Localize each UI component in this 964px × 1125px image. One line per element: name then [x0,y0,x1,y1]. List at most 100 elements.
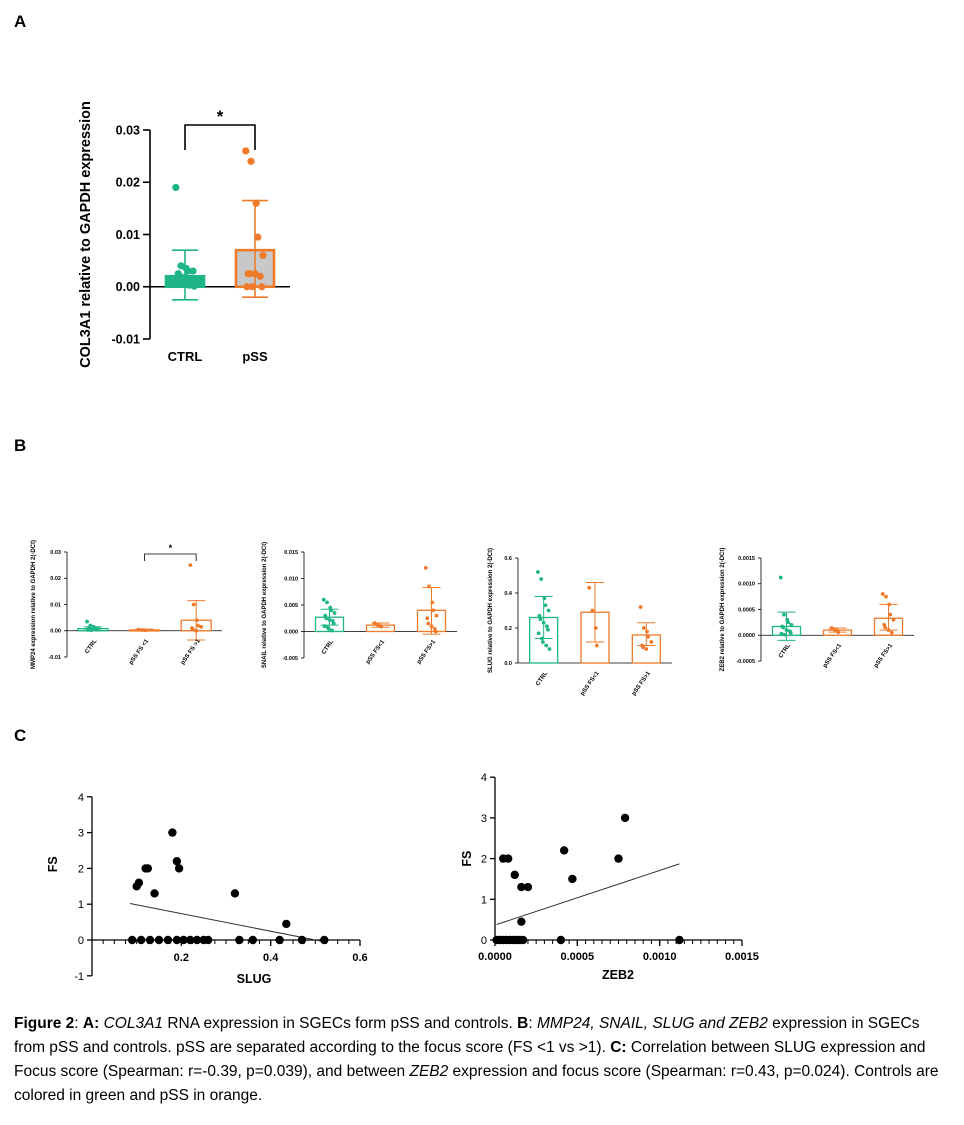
y-tick-label: 0.01 [50,602,61,608]
data-point [518,935,528,945]
data-point [536,570,540,574]
y-tick-label: 0.0 [504,661,512,667]
caption-text: RNA expression in SGECs form pSS and con… [163,1015,518,1032]
y-axis-label: FS [460,851,474,867]
data-point [427,584,431,589]
data-point [275,935,284,945]
data-point [510,870,519,880]
y-tick-label: -0.01 [112,332,141,346]
y-tick-label: -1 [74,971,84,983]
data-point [544,643,549,648]
y-axis-label: COL3A1 relative to GAPDH expression [78,101,94,368]
data-point [136,627,141,632]
caption-genes-b: MMP24, SNAIL, SLUG and ZEB2 [536,1015,768,1032]
caption-panel-c-label: C: [610,1039,627,1056]
data-point [590,608,595,613]
y-tick-label: 0 [78,935,84,947]
data-point [423,566,428,570]
data-point [433,629,438,634]
data-point [536,631,541,636]
panel-label-a: A [14,12,27,31]
data-point [376,623,380,628]
data-point [242,147,250,155]
data-point [85,628,90,632]
y-tick-label: 0.0005 [738,607,755,613]
y-tick-label: 0.00 [116,280,140,294]
panel-label-b: B [14,436,27,455]
data-point [134,878,144,887]
y-tick-label: 4 [78,792,84,804]
y-tick-label: 4 [481,772,487,784]
data-point [143,864,153,873]
regression-line [496,863,680,926]
data-point [188,563,193,568]
data-point [833,628,837,632]
data-point [89,628,93,633]
data-point [331,621,336,626]
data-point [649,640,654,644]
data-point [168,828,177,837]
data-point [258,283,266,291]
y-tick-label: 0.02 [116,176,140,190]
y-tick-label: -0.01 [48,655,61,661]
data-point [782,612,786,617]
data-point [191,627,195,632]
data-point [154,935,164,945]
data-point [547,647,552,651]
y-tick-label: 0 [481,935,487,947]
y-tick-label: 0.00 [50,629,61,635]
data-point [593,626,598,630]
x-tick-label: CTRL [84,638,98,655]
data-point [256,272,264,280]
data-point [230,889,240,898]
data-point [545,624,549,629]
caption-panel-a-label: A: [82,1015,100,1032]
data-point [372,621,377,625]
x-tick-label: pSS [242,349,268,364]
caption-panel-b-label: B [517,1015,529,1032]
data-point [836,630,841,635]
data-point [172,183,180,192]
data-point [128,935,137,945]
data-point [196,623,200,628]
data-point [321,597,326,602]
data-point [541,620,546,625]
data-point [542,596,547,601]
data-point [190,282,198,290]
data-point [880,592,885,596]
data-point [784,628,789,632]
data-point [194,628,199,633]
data-point [786,620,791,625]
data-point [614,854,623,863]
data-point [297,935,307,945]
y-tick-label: 2 [481,854,487,866]
data-point [235,935,244,945]
data-point [887,602,892,607]
data-point [789,623,794,627]
y-tick-label: 0.0000 [738,633,755,639]
caption-gene-zeb2: ZEB2 [409,1063,449,1080]
x-tick-label: pSS FS>1 [631,670,652,697]
data-point [246,270,254,278]
panel-label-c: C [14,726,27,745]
x-tick-label: CTRL [168,349,203,364]
data-point [189,267,197,275]
data-point [95,627,99,632]
figure-caption: Figure 2: A: COL3A1 RNA expression in SG… [14,1012,944,1108]
data-point [143,628,148,633]
data-point [517,882,526,892]
data-point [429,624,434,629]
x-tick-label: 0.0010 [643,951,677,963]
data-point [136,935,146,945]
y-axis-label: SNAIL relative to GAPDH expression 2(-DC… [262,542,268,668]
data-point [248,283,256,291]
data-point [330,628,334,633]
data-point [644,647,649,651]
data-point [782,632,787,637]
data-point [778,575,783,580]
data-point [329,608,334,613]
regression-line [129,902,325,943]
x-axis-label: ZEB2 [602,968,634,982]
y-tick-label: 1 [481,894,487,906]
data-point [332,611,337,615]
